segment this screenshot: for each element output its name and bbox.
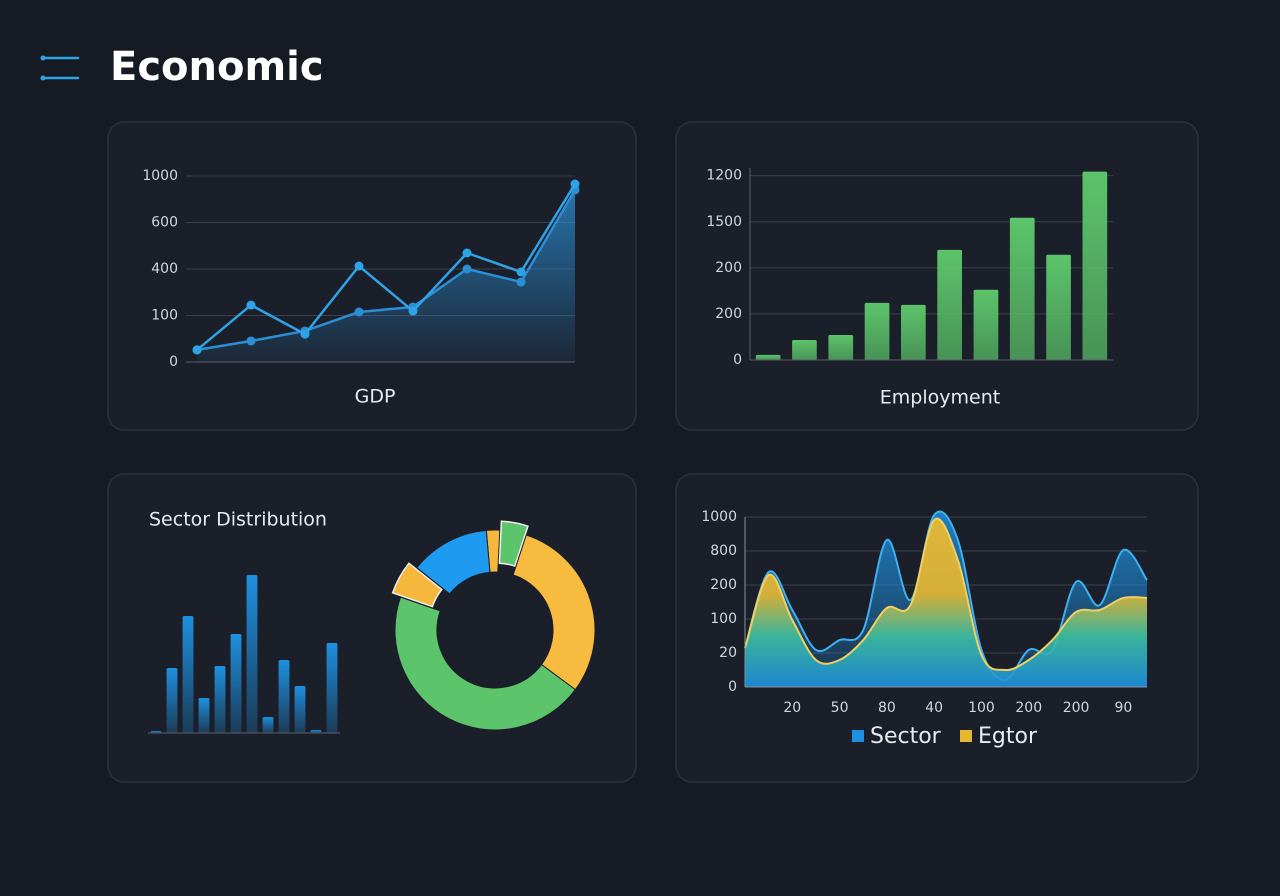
bar [864,302,890,360]
bar [214,666,226,733]
bar [246,575,258,733]
line [744,510,1148,682]
marker [354,261,364,271]
chart: 0 20 100 200 800 1000 20 50 80 40 100 200 200 90 Secto… [701,509,1148,749]
y-tick-label: 0 [169,354,178,370]
legend-swatch [960,730,972,742]
donut-slice [485,529,501,573]
y-tick-label: 1500 [706,214,742,230]
bar [937,249,962,360]
bar [230,634,242,733]
bar [828,334,854,360]
marker [246,300,256,310]
bar [182,616,194,733]
marker [516,277,526,287]
donut-slice [391,562,443,608]
chart: Employment 0 200 200 1500 1200 [706,168,1113,409]
y-tick-label: 800 [710,543,737,559]
y-tick-label: 200 [715,260,742,276]
area [745,518,1147,687]
chart [391,520,596,731]
line [744,517,1148,672]
bar [294,686,306,733]
area [197,189,575,362]
y-tick-label: 1200 [706,168,742,184]
line [196,183,577,351]
donut-slice [498,520,529,568]
donut-slice [394,596,576,731]
y-tick-label: 600 [151,215,178,231]
bar [326,643,338,733]
menu-dot [40,55,46,61]
bar [755,354,781,360]
x-tick-label: 50 [831,700,849,716]
bar [310,730,322,733]
panel [675,121,1199,431]
bar [278,660,290,733]
marker [462,248,472,258]
legend-swatch [852,730,864,742]
bar [198,698,210,733]
chart: Sector Distribution [148,509,340,734]
bar [1009,217,1035,360]
y-tick-label: 100 [710,611,737,627]
page-title: Economic [110,44,324,90]
marker [246,336,256,346]
x-tick-label: 20 [783,700,801,716]
chart-title: Sector Distribution [149,509,327,531]
y-tick-label: 200 [710,577,737,593]
chart-title: GDP [355,386,396,408]
menu-button[interactable] [40,55,80,81]
marker [516,267,526,277]
bar [792,340,817,360]
x-tick-label: 200 [1015,700,1042,716]
bar [973,289,999,360]
line [196,189,577,352]
y-tick-label: 1000 [701,509,737,525]
marker [462,264,472,274]
marker [408,306,418,316]
y-tick-label: 100 [151,308,178,324]
x-tick-label: 80 [878,700,896,716]
menu-dot [40,75,46,81]
legend-label: Egtor [978,724,1038,749]
y-tick-label: 200 [715,306,742,322]
marker [300,329,310,339]
chart: GDP 0 100 400 600 1000 [142,168,580,408]
marker [354,307,364,317]
y-tick-label: 400 [151,261,178,277]
bar [1082,171,1108,360]
y-tick-label: 1000 [142,168,178,184]
marker [192,345,202,355]
x-tick-label: 90 [1114,700,1132,716]
x-tick-label: 200 [1063,700,1090,716]
charts: GDP01004006001000Employment0200200150012… [142,168,1148,749]
y-tick-label: 0 [728,679,737,695]
chart-title: Employment [880,387,1000,409]
bar [1046,254,1071,360]
bar [166,668,178,733]
marker [570,179,580,189]
donut-slice [512,534,596,691]
x-tick-label: 40 [925,700,943,716]
donut-slice [416,529,491,595]
bar [901,304,926,360]
bar [262,717,274,733]
y-tick-label: 20 [719,645,737,661]
y-tick-label: 0 [733,352,742,368]
x-tick-label: 100 [968,700,995,716]
legend-label: Sector [870,724,942,749]
